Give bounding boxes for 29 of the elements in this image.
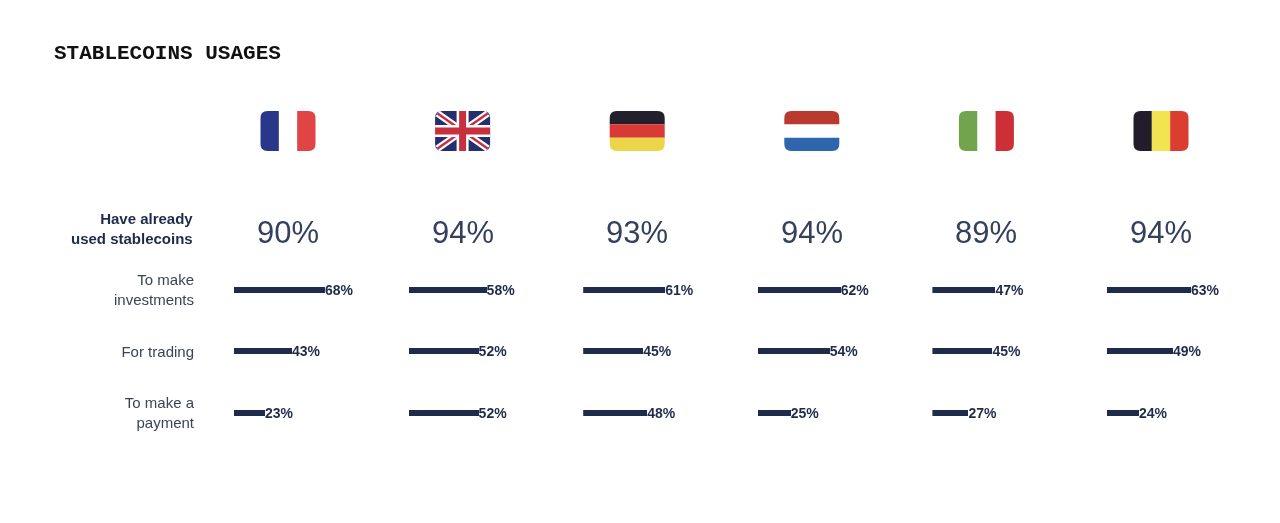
- data-label: 62%: [840, 282, 870, 298]
- data-label: 63%: [1191, 282, 1220, 298]
- chart-title: STABLECOINS USAGES: [54, 42, 281, 66]
- chart-subtitle: 93%: [606, 215, 669, 250]
- chart-subtitle: 94%: [781, 215, 844, 250]
- data-label: 61%: [665, 282, 694, 298]
- data-label: 45%: [643, 343, 672, 359]
- chart-subtitle: 94%: [1130, 215, 1193, 250]
- data-label: 25%: [790, 405, 820, 421]
- data-label: 43%: [292, 343, 321, 359]
- data-label: 48%: [647, 405, 676, 421]
- data-label: 52%: [478, 343, 508, 359]
- data-label: 47%: [995, 282, 1024, 298]
- data-label: 68%: [325, 282, 354, 298]
- data-label: 45%: [992, 343, 1021, 359]
- chart-subtitle: 94%: [432, 215, 495, 250]
- data-label: 58%: [486, 282, 516, 298]
- data-label: 23%: [265, 405, 294, 421]
- y-tick-label: To make investments: [113, 271, 194, 308]
- y-tick-label: For trading: [121, 342, 194, 360]
- data-label: 27%: [968, 405, 997, 421]
- data-label: 24%: [1139, 405, 1168, 421]
- chart-subtitle: 90%: [257, 215, 320, 250]
- data-label: 54%: [829, 343, 859, 359]
- chart-subtitle: 89%: [955, 215, 1018, 250]
- data-label: 49%: [1173, 343, 1202, 359]
- data-label: 52%: [478, 405, 508, 421]
- y-tick-label: To make a payment: [124, 394, 195, 431]
- text: Have already used stablecoins: [71, 210, 194, 247]
